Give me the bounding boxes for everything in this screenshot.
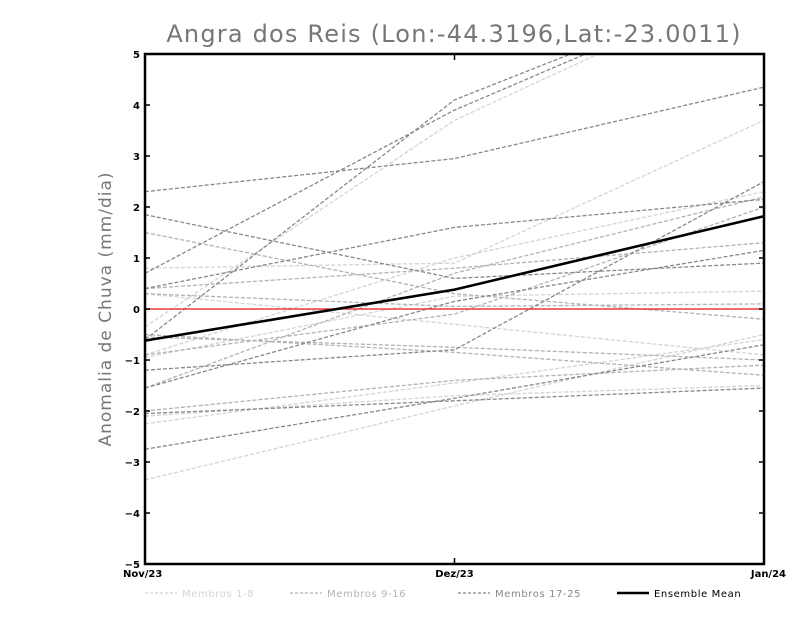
member-line-11	[145, 231, 764, 320]
y-tick-label: 5	[133, 50, 140, 61]
y-tick-label: 4	[133, 101, 140, 112]
y-tick-label: 3	[133, 152, 140, 163]
y-tick-label: −5	[125, 560, 140, 571]
member-lines	[145, 54, 764, 481]
y-tick-label: −1	[125, 356, 140, 367]
member-line-14	[145, 196, 764, 389]
legend-label: Ensemble Mean	[654, 589, 741, 600]
member-line-5	[145, 290, 764, 359]
member-line-9	[145, 364, 764, 412]
member-line-24	[145, 249, 764, 389]
y-tick-label: −2	[125, 407, 140, 418]
member-line-17	[145, 86, 764, 193]
member-line-22	[145, 180, 764, 371]
y-tick-label: 2	[133, 203, 140, 214]
member-line-18	[145, 54, 588, 274]
y-tick-label: −3	[125, 458, 140, 469]
member-line-2	[145, 338, 764, 425]
member-line-19	[145, 54, 573, 341]
chart-title: Angra dos Reis (Lon:-44.3196,Lat:-23.001…	[166, 20, 741, 48]
y-axis-label: Anomalia de Chuva (mm/dia)	[96, 171, 116, 446]
ensemble-mean-line	[144, 214, 765, 342]
legend: Membros 1-8 Membros 9-16 Membros 17-25 Ense…	[145, 589, 741, 600]
member-line-4	[145, 119, 764, 269]
member-line-3	[145, 54, 600, 328]
legend-label: Membros 9-16	[327, 589, 406, 600]
member-line-23	[145, 198, 764, 290]
y-tick-label: −4	[125, 509, 140, 520]
member-line-1	[145, 333, 764, 481]
legend-label: Membros 17-25	[495, 589, 581, 600]
member-line-12	[145, 206, 764, 356]
member-line-15	[145, 242, 764, 290]
y-tick-label: 0	[133, 305, 140, 316]
member-line-16	[145, 333, 764, 376]
member-line-25	[145, 387, 764, 415]
y-axis: 5 4 3 2 1 0 −1 −2 −3 −4 −5	[125, 50, 764, 571]
x-tick-label: Nov/23	[123, 569, 162, 580]
member-line-21	[145, 344, 764, 450]
member-line-20	[145, 214, 764, 280]
member-line-7	[145, 293, 764, 356]
x-tick-label: Dez/23	[435, 569, 474, 580]
x-axis: Nov/23 Dez/23 Jan/24	[123, 54, 786, 580]
member-line-13	[145, 293, 764, 308]
x-tick-label: Jan/24	[750, 569, 786, 580]
legend-label: Membros 1-8	[182, 589, 254, 600]
y-tick-label: 1	[133, 254, 140, 265]
